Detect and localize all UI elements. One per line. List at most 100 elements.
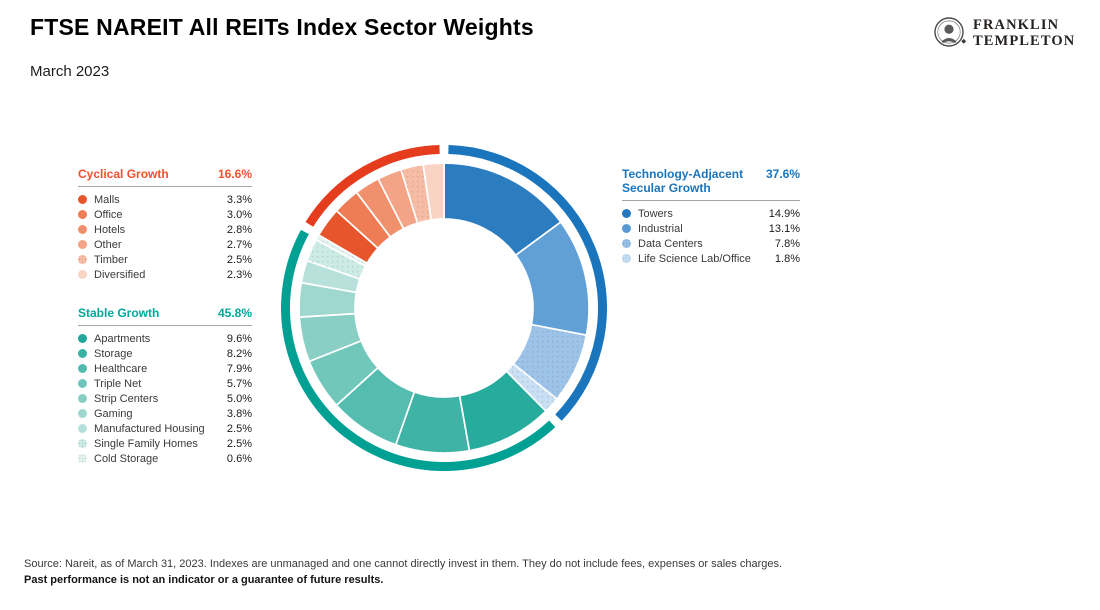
legend-value: 1.8% [774,252,800,265]
legend-item-diversified: Diversified 2.3% [78,267,252,282]
dots-pattern-overlay [306,239,366,279]
legend-right: Technology-Adjacent Secular Growth 37.6%… [622,167,800,266]
legend-bullet-icon [78,255,87,264]
legend-label: Manufactured Housing [94,422,205,435]
legend-item-triple-net: Triple Net 5.7% [78,376,252,391]
legend-value: 2.7% [226,238,252,251]
legend-group-cyclical: Cyclical Growth 16.6% Malls 3.3% Office 3.0… [78,167,252,282]
legend-item-industrial: Industrial 13.1% [622,221,800,236]
legend-value: 3.0% [226,208,252,221]
legend-item-data-centers: Data Centers 7.8% [622,236,800,251]
group-title-stable: Stable Growth [78,306,160,320]
legend-item-manufactured-housing: Manufactured Housing 2.5% [78,421,252,436]
legend-label: Office [94,208,123,221]
legend-bullet-icon [78,225,87,234]
legend-value: 7.9% [226,362,252,375]
legend-value: 3.8% [226,407,252,420]
legend-bullet-icon [78,210,87,219]
logo-text: FRANKLIN TEMPLETON [973,17,1075,49]
legend-value: 5.0% [226,392,252,405]
legend-bullet-icon [78,240,87,249]
dots-pattern-overlay [506,363,557,412]
dots-pattern-overlay [513,324,587,400]
group-pct-stable: 45.8% [217,306,252,320]
legend-value: 2.8% [226,223,252,236]
legend-label: Diversified [94,268,146,281]
legend-item-storage: Storage 8.2% [78,346,252,361]
logo-line2: TEMPLETON [973,33,1076,49]
footer: Source: Nareit, as of March 31, 2023. In… [24,556,782,588]
legend-bullet-icon [622,239,631,248]
legend-item-towers: Towers 14.9% [622,206,800,221]
legend-bullet-icon [78,334,87,343]
legend-value: 0.6% [226,452,252,465]
legend-bullet-icon [78,424,87,433]
legend-label: Apartments [94,332,151,345]
legend-value: 2.5% [226,253,252,266]
legend-item-office: Office 3.0% [78,207,252,222]
legend-item-single-family-homes: Single Family Homes 2.5% [78,436,252,451]
legend-group-tech: Technology-Adjacent Secular Growth 37.6%… [622,167,800,266]
legend-item-healthcare: Healthcare 7.9% [78,361,252,376]
legend-bullet-icon [78,270,87,279]
legend-item-other: Other 2.7% [78,237,252,252]
legend-bullet-icon [78,439,87,448]
legend-item-cold-storage: Cold Storage 0.6% [78,451,252,466]
legend-bullet-icon [78,454,87,463]
outer-ring-arc-cyclical-growth [305,145,440,227]
legend-group-header: Technology-Adjacent Secular Growth 37.6% [622,167,800,201]
legend-value: 2.5% [226,422,252,435]
legend-left: Cyclical Growth 16.6% Malls 3.3% Office 3.0… [78,167,252,466]
legend-bullet-icon [78,409,87,418]
legend-bullet-icon [622,224,631,233]
legend-value: 2.5% [226,437,252,450]
legend-value: 8.2% [226,347,252,360]
legend-bullet-icon [78,364,87,373]
legend-label: Malls [94,193,120,206]
legend-value: 3.3% [226,193,252,206]
legend-item-timber: Timber 2.5% [78,252,252,267]
legend-item-gaming: Gaming 3.8% [78,406,252,421]
legend-value: 2.3% [226,268,252,281]
legend-bullet-icon [622,254,631,263]
legend-label: Gaming [94,407,133,420]
footer-source-line: Source: Nareit, as of March 31, 2023. In… [24,558,783,570]
group-title-cyclical: Cyclical Growth [78,167,169,181]
legend-label: Single Family Homes [94,437,198,450]
legend-item-hotels: Hotels 2.8% [78,222,252,237]
outer-ring-arc-technology-adjacent-secular-growth [448,145,607,421]
legend-bullet-icon [78,379,87,388]
legend-item-apartments: Apartments 9.6% [78,331,252,346]
legend-value: 14.9% [768,207,800,220]
legend-label: Storage [94,347,133,360]
legend-item-strip-centers: Strip Centers 5.0% [78,391,252,406]
legend-label: Hotels [94,223,126,236]
legend-label: Triple Net [94,377,142,390]
legend-label: Industrial [638,222,683,235]
legend-group-header: Cyclical Growth 16.6% [78,167,252,187]
legend-bullet-icon [78,394,87,403]
group-pct-cyclical: 16.6% [217,167,252,181]
logo-line1: FRANKLIN [973,17,1060,33]
legend-label: Other [94,238,122,251]
legend-value: 13.1% [768,222,800,235]
legend-value: 7.8% [774,237,800,250]
page-title: FTSE NAREIT All REITs Index Sector Weigh… [30,14,534,40]
group-title-tech: Technology-Adjacent Secular Growth [622,167,744,195]
dots-pattern-overlay [400,164,432,224]
legend-item-life-science-lab-office: Life Science Lab/Office 1.8% [622,251,800,266]
legend-group-stable: Stable Growth 45.8% Apartments 9.6% Storag… [78,306,252,466]
legend-items-tech: Towers 14.9% Industrial 13.1% Data Centers 7.… [622,206,800,266]
legend-label: Towers [638,207,673,220]
legend-bullet-icon [78,349,87,358]
donut-segment-diversified [422,162,445,221]
franklin-templeton-logo: FRANKLIN TEMPLETON [931,15,1075,51]
legend-bullet-icon [622,209,631,218]
legend-label: Cold Storage [94,452,159,465]
legend-label: Healthcare [94,362,148,375]
donut-chart [281,145,607,471]
footer-disclaimer-line: Past performance is not an indicator or … [24,574,384,586]
dots-pattern-overlay [316,234,368,267]
legend-value: 5.7% [226,377,252,390]
